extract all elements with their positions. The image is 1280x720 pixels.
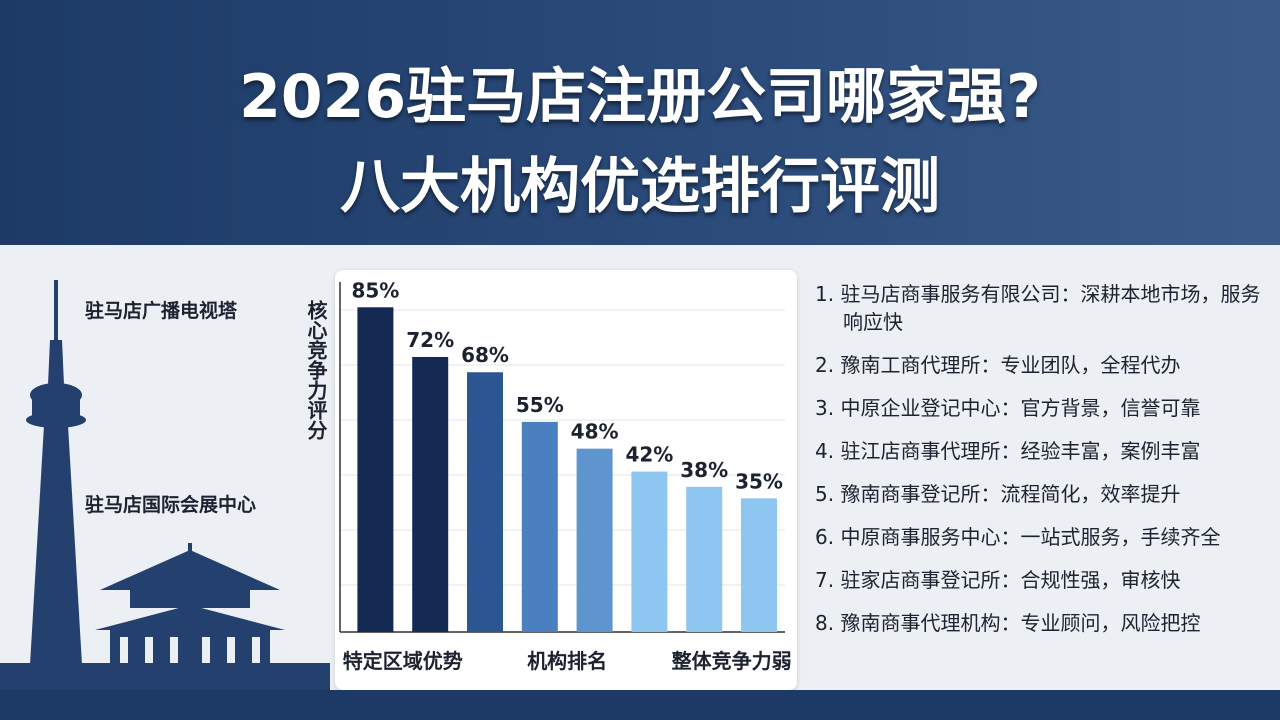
ranking-list: 1. 驻马店商事服务有限公司：深耕本地市场，服务响应快 2. 豫南工商代理所：专业… — [815, 280, 1280, 652]
header: 2026驻马店注册公司哪家强? 八大机构优选排行评测 — [0, 0, 1280, 245]
bar — [521, 421, 558, 632]
bar — [741, 498, 777, 632]
title: 八大机构优选排行评测 — [340, 152, 940, 222]
value-label: 68% — [461, 343, 509, 367]
list-item: 7. 驻家店商事登记所：合规性强，审核快 — [815, 568, 1181, 592]
value-label: 85% — [351, 278, 399, 302]
skyline — [0, 280, 330, 690]
x-tick-label: 特定区域优势 — [343, 649, 463, 673]
list-item: 5. 豫南商事登记所：流程简化，效率提升 — [815, 482, 1181, 506]
list-item: 6. 中原商事服务中心：一站式服务，手续齐全 — [815, 525, 1221, 549]
y-axis-label: 核心竞争力评分 — [304, 299, 328, 441]
bar — [576, 448, 613, 632]
list-item: 8. 豫南商事代理机构：专业顾问，风险把控 — [815, 611, 1201, 635]
bar — [357, 307, 394, 632]
bar — [631, 471, 668, 632]
value-label: 35% — [735, 469, 783, 493]
value-label: 38% — [680, 458, 728, 482]
title: 2026驻马店注册公司哪家强? — [239, 62, 1041, 132]
value-label: 55% — [516, 393, 564, 417]
list-item: 3. 中原企业登记中心：官方背景，信誉可靠 — [815, 396, 1201, 420]
bar — [412, 356, 449, 632]
x-tick-label: 整体竞争力弱 — [671, 649, 792, 673]
value-label: 48% — [571, 420, 619, 444]
landmark-label: 驻马店广播电视塔 — [85, 300, 238, 322]
value-label: 72% — [406, 328, 454, 352]
value-label: 42% — [625, 443, 673, 467]
list-item: 1. 驻马店商事服务有限公司：深耕本地市场，服务响应快 — [815, 282, 1261, 334]
footer-band — [0, 690, 1280, 720]
landmark-label: 驻马店国际会展中心 — [85, 494, 257, 516]
bar — [467, 372, 503, 632]
x-tick-label: 机构排名 — [527, 649, 607, 673]
chart: 核心竞争力评分 85% 特定区域优势 72% 68% 55% 机构排名 48%42% 38% 整体… — [304, 278, 792, 673]
bar — [686, 486, 723, 632]
list-item: 4. 驻江店商事代理所：经验丰富，案例丰富 — [815, 439, 1201, 463]
list-item: 2. 豫南工商代理所：专业团队，全程代办 — [815, 353, 1181, 377]
